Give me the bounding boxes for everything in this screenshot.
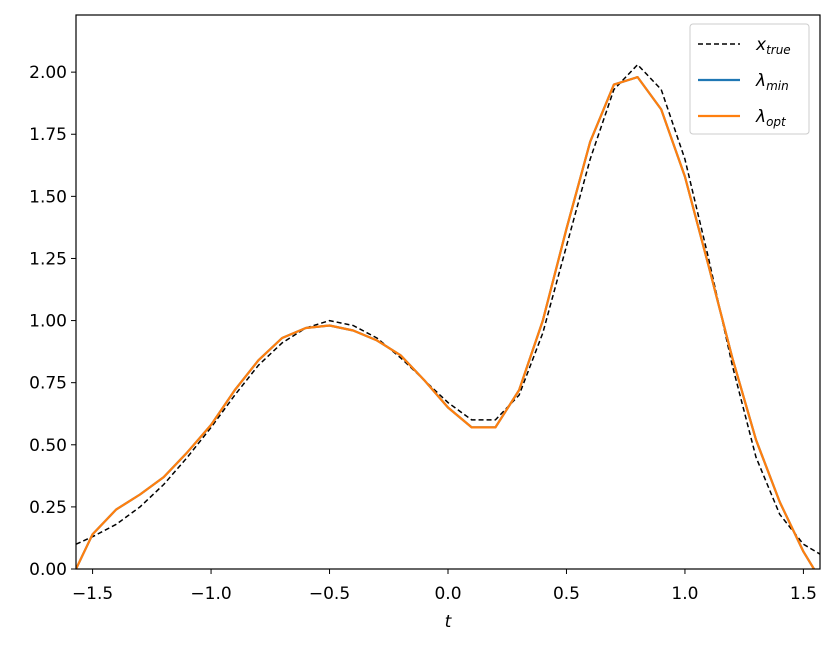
- y-tick-label: 1.00: [29, 312, 67, 332]
- y-tick-label: 1.25: [29, 249, 67, 269]
- legend: xtrue λmin λopt: [689, 23, 810, 135]
- x-tick-label: 1.0: [671, 584, 698, 604]
- x-axis-label: t: [445, 612, 453, 632]
- series-line: [76, 76, 816, 569]
- y-tick-label: 0.25: [29, 498, 67, 518]
- y-tick-label: 1.75: [29, 125, 67, 145]
- series-line: [76, 76, 816, 569]
- x-tick-label: −1.0: [190, 584, 231, 604]
- legend-label: xtrue: [755, 35, 791, 57]
- x-tick-label: 0.0: [434, 584, 461, 604]
- x-tick-label: 0.5: [553, 584, 580, 604]
- legend-box: [689, 23, 810, 135]
- y-tick-label: 1.50: [29, 187, 67, 207]
- plot-frame: [75, 14, 821, 570]
- x-tick-label: −1.5: [72, 584, 113, 604]
- x-tick-label: 1.5: [790, 584, 817, 604]
- plot-area: [76, 63, 820, 569]
- y-tick-label: 2.00: [29, 63, 67, 83]
- series-line: [76, 63, 820, 555]
- legend-label: λopt: [755, 107, 787, 129]
- legend-label: λmin: [755, 71, 789, 93]
- y-tick-label: 0.75: [29, 374, 67, 394]
- x-tick-label: −0.5: [309, 584, 350, 604]
- y-tick-label: 0.50: [29, 436, 67, 456]
- y-tick-label: 0.00: [29, 560, 67, 580]
